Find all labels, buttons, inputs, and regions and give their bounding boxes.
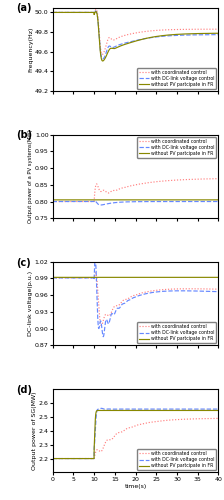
X-axis label: time(s): time(s) (124, 484, 147, 490)
Legend: with coordinated control, with DC-link voltage control, without PV partcipate in: with coordinated control, with DC-link v… (137, 137, 216, 158)
Legend: with coordinated control, with DC-link voltage control, without PV partcipate in: with coordinated control, with DC-link v… (137, 322, 216, 343)
Y-axis label: Output power of a PV systems(MW): Output power of a PV systems(MW) (28, 130, 33, 224)
Legend: with coordinated control, with DC-link voltage control, without PV partcipate in: with coordinated control, with DC-link v… (137, 449, 216, 470)
Text: (a): (a) (16, 4, 32, 14)
Y-axis label: Output power of SG(MW): Output power of SG(MW) (32, 392, 37, 470)
Text: (d): (d) (16, 384, 32, 394)
Y-axis label: DC-link voltage(p.u.): DC-link voltage(p.u.) (28, 271, 33, 336)
Text: (c): (c) (16, 258, 31, 268)
Y-axis label: Frequency(Hz): Frequency(Hz) (28, 26, 33, 72)
Text: (b): (b) (16, 130, 32, 140)
Legend: with coordinated control, with DC-link voltage control, without PV partcipate in: with coordinated control, with DC-link v… (137, 68, 216, 89)
